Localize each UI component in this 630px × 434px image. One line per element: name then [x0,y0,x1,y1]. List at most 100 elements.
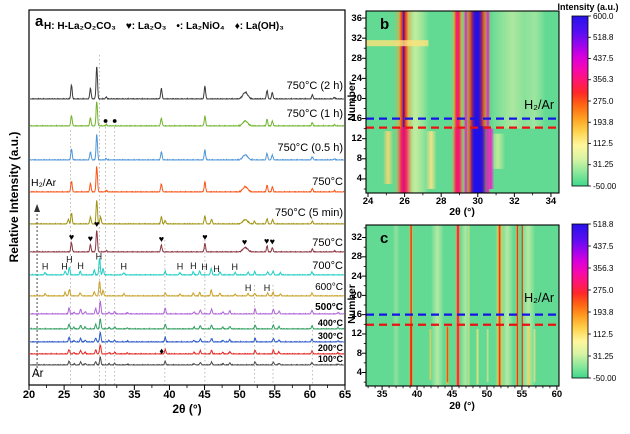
y-tick-label: 28 [351,52,362,64]
x-tick-label: 32 [509,196,520,207]
curve-temperature-label: 750°C [312,237,343,249]
la2o3-heart-marker: ♥ [94,219,99,229]
ar-atmosphere-label: Ar [32,368,44,380]
legend-item-la2o3: ♥: La₂O₃ [125,21,167,32]
colorbar-c [571,223,589,379]
diffraction-band [464,11,468,193]
diffraction-band [516,225,519,386]
diffraction-band [475,329,480,385]
colorbar-tick-label: 356.3 [593,75,614,85]
panel-frame [365,224,560,387]
xrd-curve-300°C [29,331,345,343]
h2ar-switch-label-c: H₂/Ar [524,291,554,305]
la2o3-heart-marker: ♥ [88,234,93,244]
curve-temperature-label: 700°C [312,260,343,272]
xrd-curve-750°C(1h) [30,101,345,127]
x-tick-label: 45 [446,389,458,400]
panel-a-label: a [35,13,44,30]
y-tick-label: 16 [351,113,362,125]
diffraction-band [383,131,394,184]
colorbar-tick-label: 600.0 [593,11,614,21]
y-tick-label: 4 [356,173,362,185]
la2o3-heart-marker: ♥ [242,237,247,247]
diffraction-band [533,329,536,383]
y-tick-label: 12 [351,328,362,340]
diffraction-band [428,329,432,380]
la2nio4-dot-marker [112,119,117,123]
oxycarbonate-h-marker: H [77,261,84,271]
horizontal-streak [366,40,429,47]
colorbar-tick-label: 275.0 [593,285,614,295]
y-tick-label: 32 [351,232,362,244]
y-tick-label: 4 [356,367,362,378]
colorbar-tick-label: 193.8 [593,307,614,317]
x-tick-label: 55 [516,389,528,400]
y-tick-label: 20 [351,92,362,104]
oxycarbonate-h-marker: H [61,262,68,272]
colorbar-tick-label: -50.00 [593,181,617,191]
diffraction-band [392,225,400,386]
colorbar-b [571,15,589,187]
y-tick-label: 20 [351,289,362,301]
colorbar-tick-label: 112.5 [593,329,613,339]
diffraction-band [521,225,524,386]
x-tick-label: 26 [399,196,410,207]
curve-temperature-label: 750°C (2 h) [286,80,343,92]
xrd-curve-750°C [29,230,345,253]
y-tick-label: 28 [351,251,362,263]
x-tick-label: 60 [303,389,316,401]
colorbar-tick-label: 31.25 [593,160,614,170]
panel-c-heatmap [366,225,559,386]
xrd-curve-500°C [29,300,345,316]
xrd-curve-100°C [29,356,344,367]
oxycarbonate-h-marker: H [96,252,103,262]
x-tick-label: 30 [93,389,106,401]
colorbar-tick-label: 356.3 [593,263,614,273]
colorbar-tick-label: -50.00 [593,373,617,383]
diffraction-band [402,11,406,193]
diffraction-band [523,11,546,129]
xrd-curve-600°C [29,281,345,297]
colorbar-tick-label: 437.5 [593,241,614,251]
oxycarbonate-h-marker: H [190,261,197,271]
xrd-curve-700°C [29,258,345,276]
panel-a-xaxis-title: 2θ (°) [172,402,202,416]
y-tick-label: 24 [351,270,362,282]
panel-c-xaxis-title: 2θ (°) [449,400,475,412]
x-tick-label: 35 [376,389,388,400]
y-tick-label: 8 [356,347,362,359]
diffraction-band [500,225,514,386]
diffraction-band [409,324,413,386]
laoh3-diamond-marker: ♦ [159,346,164,356]
xrd-curve-400°C [29,318,345,330]
la2o3-heart-marker: ♥ [202,232,207,242]
arrow-up-icon [34,204,41,212]
diffraction-band [469,126,488,193]
oxycarbonate-h-marker: H [66,254,73,264]
y-tick-label: 32 [351,32,362,44]
curve-temperature-label: 200°C [317,343,343,353]
oxycarbonate-h-marker: H [42,261,49,271]
diffraction-band [457,225,459,386]
y-tick-label: 36 [351,12,362,24]
x-tick-label: 65 [338,389,352,401]
diffraction-band [452,127,464,193]
oxycarbonate-h-marker: H [177,262,184,272]
curve-temperature-label: 500°C [315,302,343,313]
colorbar-title: Intensity (a.u.) [557,2,619,12]
xrd-curve-200°C [29,344,345,355]
x-tick-label: 35 [128,389,141,401]
curve-temperature-label: 100°C [317,354,343,364]
la2o3-heart-marker: ♥ [159,234,164,244]
oxycarbonate-h-marker: H [121,262,128,272]
xrd-curve-750°C(5min) [29,200,345,225]
diffraction-band [456,11,460,193]
xrd-curve-750°C [30,166,345,193]
y-tick-label: 16 [351,309,362,321]
colorbar-tick-label: 518.8 [593,219,614,229]
diffraction-band [396,127,412,193]
curve-temperature-label: 400°C [317,318,343,328]
x-tick-label: 25 [57,389,71,401]
